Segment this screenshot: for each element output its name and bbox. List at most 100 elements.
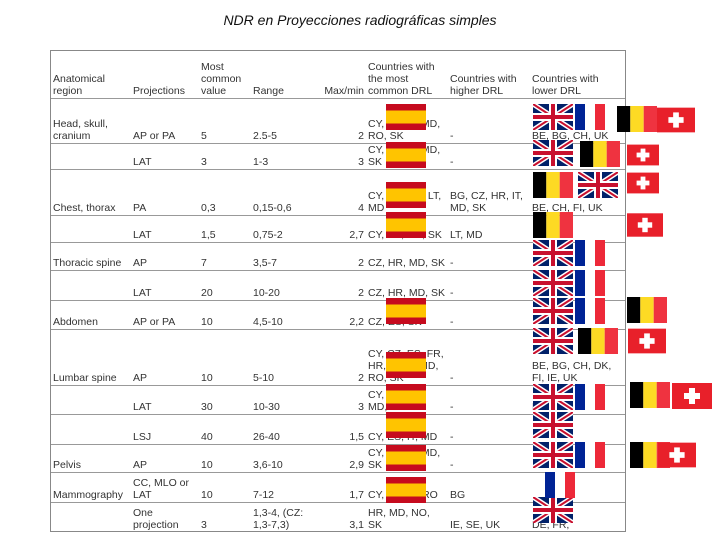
table-cell: BE, BG, CH, UK <box>532 130 609 142</box>
table-cell: 1,5 <box>349 431 364 443</box>
table-cell: BE, BG, CH, DK, FI, IE, UK <box>532 360 612 384</box>
header-cell: Max/min <box>324 85 364 97</box>
table-cell: 10 <box>201 316 213 328</box>
table-cell: Head, skull, cranium <box>53 118 108 142</box>
table-cell: 3 <box>201 156 207 168</box>
table-cell: 2,2 <box>349 316 364 328</box>
table-cell: - <box>450 372 454 384</box>
table-cell: 10 <box>201 459 213 471</box>
table-cell: 2 <box>358 372 364 384</box>
header-cell: Countries with higher DRL <box>450 73 517 97</box>
table-cell: 0,75-2 <box>253 229 283 241</box>
table-cell: Pelvis <box>53 459 82 471</box>
table-cell: AP or PA <box>133 316 176 328</box>
table-cell: CZ, HR, MD, SK <box>368 257 446 269</box>
table-cell: - <box>450 316 454 328</box>
table-cell: Mammography <box>53 489 124 501</box>
header-cell: Projections <box>133 85 185 97</box>
table-cell: 10-30 <box>253 401 280 413</box>
switzerland-flags <box>627 107 712 468</box>
table-cell: AP or PA <box>133 130 176 142</box>
table-cell: 0,15-0,6 <box>253 202 292 214</box>
table-cell: - <box>450 156 454 168</box>
table-cell: 10 <box>201 489 213 501</box>
table-cell: - <box>450 431 454 443</box>
table-cell: Abdomen <box>53 316 98 328</box>
title: NDR en Proyecciones radiográficas simple… <box>223 12 497 28</box>
table-cell: 2 <box>358 130 364 142</box>
row-rule <box>51 385 625 386</box>
table-cell: 2.5-5 <box>253 130 277 142</box>
header-cell: Most common value <box>201 61 242 97</box>
table-cell: CC, MLO or LAT <box>133 477 190 501</box>
row-rule <box>51 143 625 144</box>
table-cell: AP <box>133 372 148 384</box>
row-rule <box>51 300 625 301</box>
table-cell: 7-12 <box>253 489 275 501</box>
table-cell: 3,6-10 <box>253 459 283 471</box>
table-cell: 20 <box>201 287 213 299</box>
table-cell: 2 <box>358 287 364 299</box>
table-cell: IE, SE, UK <box>450 519 501 531</box>
table-cell: 4 <box>358 202 364 214</box>
table-cell: - <box>450 401 454 413</box>
table-cell: 10 <box>201 372 213 384</box>
row-rule <box>51 169 625 170</box>
table-cell: Lumbar spine <box>53 372 117 384</box>
table-cell: Thoracic spine <box>53 257 122 269</box>
table-cell: 3 <box>358 401 364 413</box>
table-cell: 1,3-4, (CZ: 1,3-7,3) <box>253 507 304 531</box>
table-cell: 1-3 <box>253 156 269 168</box>
table-cell: Chest, thorax <box>53 202 116 214</box>
table-cell: BG <box>450 489 466 501</box>
table-cell: LSJ <box>133 431 152 443</box>
table-cell: 30 <box>201 401 213 413</box>
table-cell: 2,7 <box>349 229 364 241</box>
table-cell: BG, CZ, HR, IT, MD, SK <box>450 190 523 214</box>
table-cell: 26-40 <box>253 431 280 443</box>
table-cell: - <box>450 257 454 269</box>
table-cell: 3,5-7 <box>253 257 277 269</box>
table-cell: One projection <box>133 507 179 531</box>
row-rule <box>51 502 625 503</box>
table-cell: PA <box>133 202 147 214</box>
table-cell: BE, CH, FI, UK <box>532 202 603 214</box>
row-rule <box>51 329 625 330</box>
table-cell: CZ, HR, MD, SK <box>368 287 446 299</box>
table-cell: 3,1 <box>349 519 364 531</box>
table-cell: - <box>450 130 454 142</box>
header-cell: Countries with the most common DRL <box>368 61 435 97</box>
row-rule <box>51 472 625 473</box>
table-cell: 1,5 <box>201 229 216 241</box>
table-cell: 5-10 <box>253 372 275 384</box>
table-cell: 2 <box>358 257 364 269</box>
row-rule <box>51 270 625 271</box>
table-cell: LAT <box>133 401 152 413</box>
table-cell: 5 <box>201 130 207 142</box>
table-cell: 1,7 <box>349 489 364 501</box>
table-cell: LAT <box>133 156 152 168</box>
table-cell: 2,9 <box>349 459 364 471</box>
table-cell: - <box>450 287 454 299</box>
table-cell: 0,3 <box>201 202 216 214</box>
row-rule <box>51 215 625 216</box>
table-cell: AP <box>133 459 148 471</box>
header-cell: Anatomical region <box>53 73 105 97</box>
spain-flags <box>386 104 426 503</box>
table-cell: LAT <box>133 287 152 299</box>
header-rule <box>51 98 625 99</box>
table-cell: 4,5-10 <box>253 316 283 328</box>
row-rule <box>51 414 625 415</box>
table-cell: LT, MD <box>450 229 483 241</box>
table-cell: 10-20 <box>253 287 280 299</box>
table-cell: HR, MD, NO, SK <box>368 507 430 531</box>
row-rule <box>51 444 625 445</box>
row-rule <box>51 242 625 243</box>
table-cell: 7 <box>201 257 207 269</box>
table-cell: - <box>450 459 454 471</box>
table-cell: AP <box>133 257 148 269</box>
header-cell: Countries with lower DRL <box>532 73 599 97</box>
table-cell: 3 <box>358 156 364 168</box>
